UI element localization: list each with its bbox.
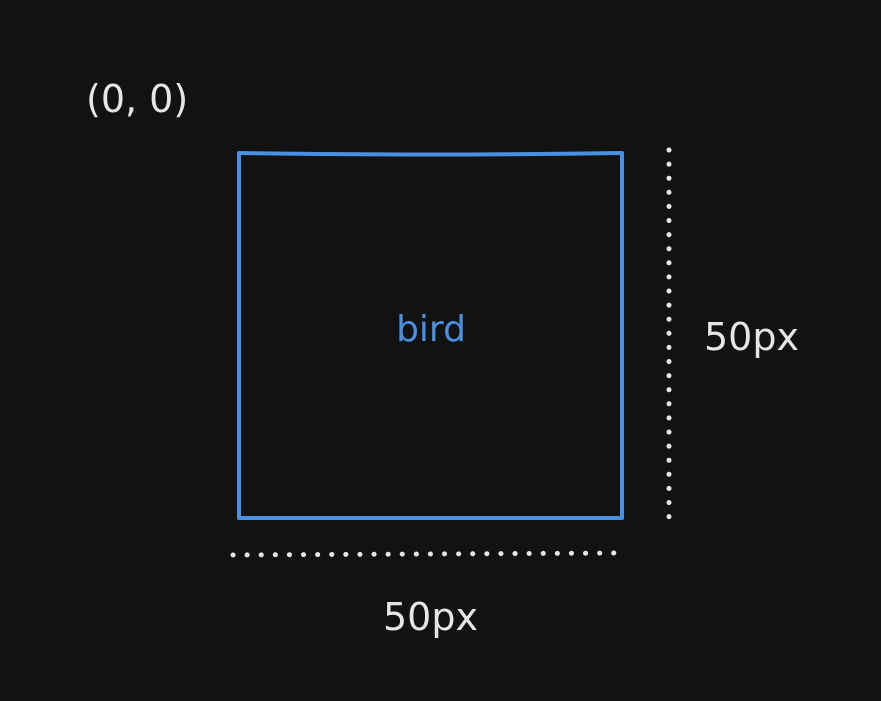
origin-coordinate-label: (0, 0) (86, 77, 189, 121)
bird-box-label: bird (396, 309, 466, 350)
width-dimension-line (230, 550, 627, 558)
width-dimension-label: 50px (383, 595, 478, 639)
height-dimension-label: 50px (704, 315, 799, 359)
bird-box (237, 151, 624, 520)
